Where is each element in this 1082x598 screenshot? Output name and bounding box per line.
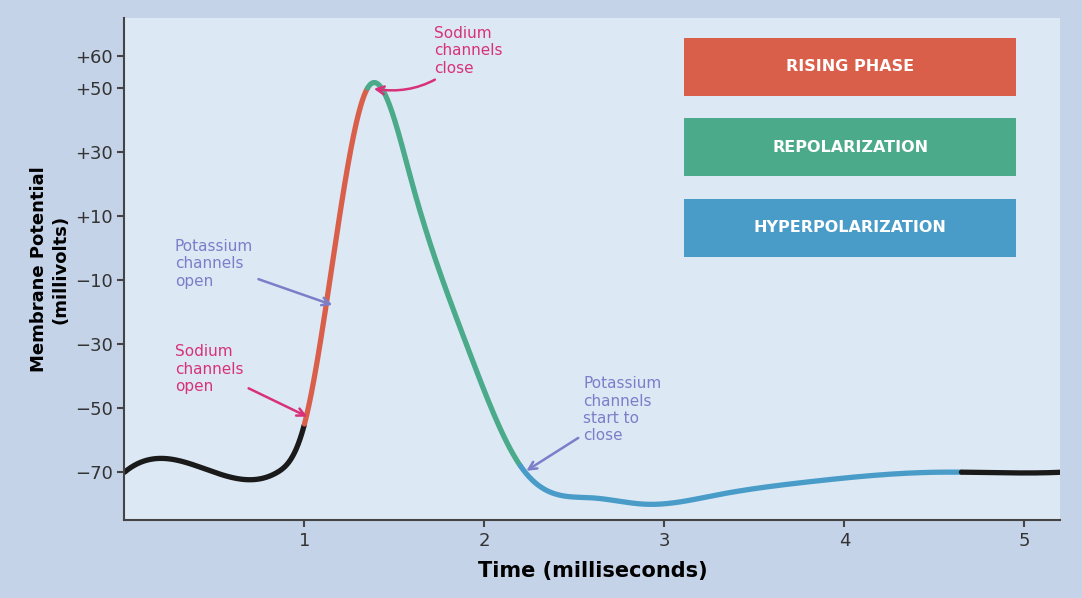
FancyBboxPatch shape	[684, 199, 1016, 257]
Text: Sodium
channels
open: Sodium channels open	[175, 344, 305, 416]
FancyBboxPatch shape	[684, 118, 1016, 176]
Text: Sodium
channels
close: Sodium channels close	[377, 26, 502, 94]
Text: REPOLARIZATION: REPOLARIZATION	[773, 140, 928, 155]
Text: RISING PHASE: RISING PHASE	[787, 59, 914, 74]
Y-axis label: Membrane Potential
(millivolts): Membrane Potential (millivolts)	[30, 166, 69, 372]
Text: Potassium
channels
open: Potassium channels open	[175, 239, 330, 305]
Text: HYPERPOLARIZATION: HYPERPOLARIZATION	[754, 220, 947, 235]
X-axis label: Time (milliseconds): Time (milliseconds)	[477, 561, 708, 581]
Text: Potassium
channels
start to
close: Potassium channels start to close	[529, 376, 662, 469]
FancyBboxPatch shape	[684, 38, 1016, 96]
